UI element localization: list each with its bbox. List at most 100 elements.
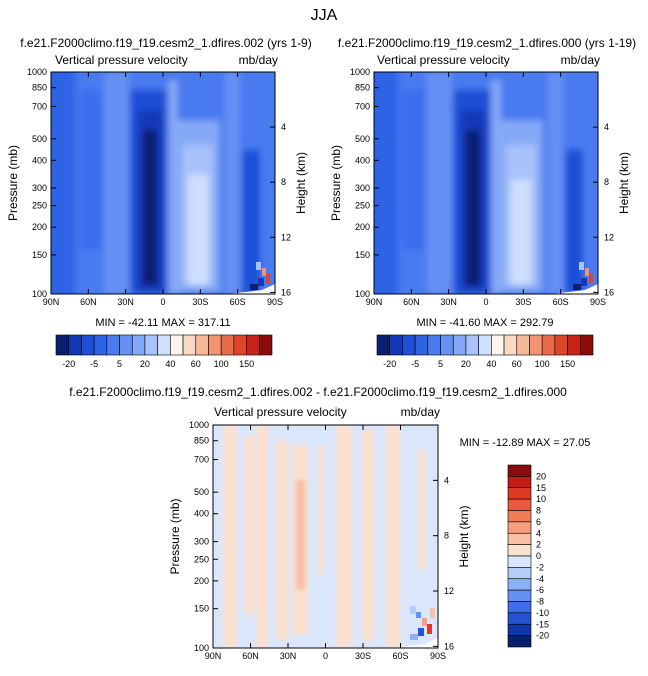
colorbar-diff-label: 20 — [536, 471, 546, 481]
panel-diff-y-tick-label: 100 — [194, 643, 209, 653]
panel-diff-x-tick-label: 30S — [355, 651, 371, 661]
colorbar-right: -20 -5 5 20 40 60 100 150 — [376, 334, 594, 369]
panel-left-y-tick-label: 100 — [32, 289, 47, 299]
panel-left-y-tick-label: 700 — [32, 101, 47, 111]
colorbar-diff-swatch — [507, 635, 532, 648]
panel-right-y2-tick-label: 4 — [604, 122, 609, 132]
panel-diff-y-tick-label: 300 — [194, 537, 209, 547]
panel-diff-field — [213, 425, 438, 648]
colorbar-right-label: -20 — [383, 359, 396, 369]
colorbar-diff-swatch — [507, 623, 532, 636]
colorbar-diff-swatch — [507, 521, 532, 534]
panel-right: f.e21.F2000climo.f19_f19.cesm2_1.dfires.… — [329, 36, 636, 329]
panel-left-y2-tick-label: 4 — [281, 122, 286, 132]
colorbar-right-label: 5 — [438, 359, 443, 369]
panel-right-y-tick-label: 200 — [355, 222, 370, 232]
panel-right-y-tick-label: 850 — [355, 83, 370, 93]
panel-left-y-tick-label: 250 — [32, 201, 47, 211]
colorbar-left-swatch — [258, 334, 273, 356]
panel-left: f.e21.F2000climo.f19_f19.cesm2_1.dfires.… — [6, 36, 312, 329]
colorbar-diff-swatch — [507, 487, 532, 500]
colorbar-left-swatch — [208, 334, 222, 356]
colorbar-left-swatch — [182, 334, 197, 356]
panel-right-y2-axis-title: Height (km) — [617, 152, 631, 214]
panel-left-y2-tick-label: 8 — [281, 177, 286, 187]
panel-right-subtitle: Vertical pressure velocity — [377, 53, 510, 67]
panel-right-y-tick-label: 250 — [355, 201, 370, 211]
colorbar-diff-swatch — [507, 612, 532, 625]
colorbar-diff-swatch — [507, 589, 532, 602]
panel-diff-x-tick-label: 60N — [242, 651, 259, 661]
colorbar-diff-label: -6 — [536, 585, 544, 595]
colorbar-diff-label: 8 — [536, 506, 541, 516]
panel-diff-y-axis-title: Pressure (mb) — [168, 498, 182, 574]
panel-diff-y2-tick-label: 4 — [444, 475, 449, 485]
colorbar-left-swatch — [55, 334, 70, 356]
panel-diff-x-tick-label: 30N — [280, 651, 297, 661]
panel-left-subtitle: Vertical pressure velocity — [55, 53, 188, 67]
panel-left-y-tick-label: 200 — [32, 222, 47, 232]
panel-left-y-tick-label: 300 — [32, 183, 47, 193]
colorbar-diff-swatch — [507, 464, 532, 477]
panel-left-y-axis-title: Pressure (mb) — [6, 145, 20, 221]
panel-left-x-tick-label: 90S — [267, 297, 283, 307]
colorbar-diff-label: 6 — [536, 517, 541, 527]
panel-right-y-tick-label: 300 — [355, 183, 370, 193]
colorbar-left: -20 -5 5 20 40 60 100 150 — [55, 334, 273, 369]
panel-left-y-tick-label: 850 — [32, 83, 47, 93]
panel-diff-y2-tick-label: 12 — [444, 586, 454, 596]
panel-diff-y-tick-label: 1000 — [189, 420, 209, 430]
panel-left-axes: 90N 60N 30N 0 30S 60S 90S 1000 850 700 500 400 300 25… — [6, 67, 308, 307]
colorbar-right-swatch — [440, 334, 454, 356]
colorbar-right-label: 60 — [512, 359, 522, 369]
panel-diff-x-tick-label: 60S — [392, 651, 408, 661]
panel-right-x-tick-label: 30N — [440, 297, 457, 307]
panel-right-y-tick-label: 700 — [355, 101, 370, 111]
panel-right-x-tick-label: 60N — [403, 297, 420, 307]
panel-right-y-tick-label: 150 — [355, 250, 370, 260]
panel-diff-y2-tick-label: 8 — [444, 531, 449, 541]
panel-left-field — [51, 72, 275, 294]
panel-diff-y2-axis-title: Height (km) — [457, 505, 471, 567]
colorbar-left-label: 60 — [191, 359, 201, 369]
panel-diff: f.e21.F2000climo.f19_f19.cesm2_1.dfires.… — [69, 385, 590, 661]
panel-right-y2-tick-label: 12 — [604, 232, 614, 242]
colorbar-left-swatch — [119, 334, 133, 356]
panel-diff-stats: MIN = -12.89 MAX = 27.05 — [460, 437, 591, 449]
panel-left-y-tick-label: 400 — [32, 155, 47, 165]
colorbar-right-label: 150 — [560, 359, 575, 369]
panel-right-y-tick-label: 100 — [355, 289, 370, 299]
colorbar-diff-label: 4 — [536, 528, 541, 538]
panel-diff-x-tick-label: 90N — [205, 651, 222, 661]
panel-left-y2-axis-title: Height (km) — [294, 152, 308, 214]
panel-diff-y-tick-label: 150 — [194, 604, 209, 614]
figure-title: JJA — [311, 7, 338, 24]
colorbar-diff-label: 0 — [536, 551, 541, 561]
panel-diff-y-tick-label: 500 — [194, 487, 209, 497]
panel-right-y2-tick-label: 8 — [604, 177, 609, 187]
colorbar-right-label: 20 — [461, 359, 471, 369]
panel-right-y-tick-label: 1000 — [350, 67, 370, 77]
colorbar-right-swatch — [452, 334, 467, 356]
colorbar-right-swatch — [465, 334, 479, 356]
panel-right-terrain-mask — [551, 284, 598, 294]
colorbar-right-swatch — [529, 334, 543, 356]
colorbar-left-label: 150 — [239, 359, 254, 369]
colorbar-left-label: 40 — [165, 359, 175, 369]
panel-diff-axes: 90N 60N 30N 0 30S 60S 90S 1000 850 700 500 400 300 25… — [168, 420, 471, 661]
colorbar-diff-label: 2 — [536, 540, 541, 550]
panel-diff-subtitle: Vertical pressure velocity — [214, 405, 347, 419]
colorbar-right-swatch — [427, 334, 441, 356]
panel-left-terrain-mask — [228, 284, 275, 294]
colorbar-left-label: 5 — [117, 359, 122, 369]
panel-left-y2-tick-label: 12 — [281, 232, 291, 242]
panel-left-x-tick-label: 60S — [230, 297, 246, 307]
colorbar-left-swatch — [68, 334, 82, 356]
panel-left-x-tick-label: 30S — [192, 297, 208, 307]
colorbar-right-swatch — [402, 334, 416, 356]
panel-left-y-tick-label: 500 — [32, 134, 47, 144]
panel-right-y-tick-label: 500 — [355, 134, 370, 144]
colorbar-diff-label: -10 — [536, 608, 549, 618]
